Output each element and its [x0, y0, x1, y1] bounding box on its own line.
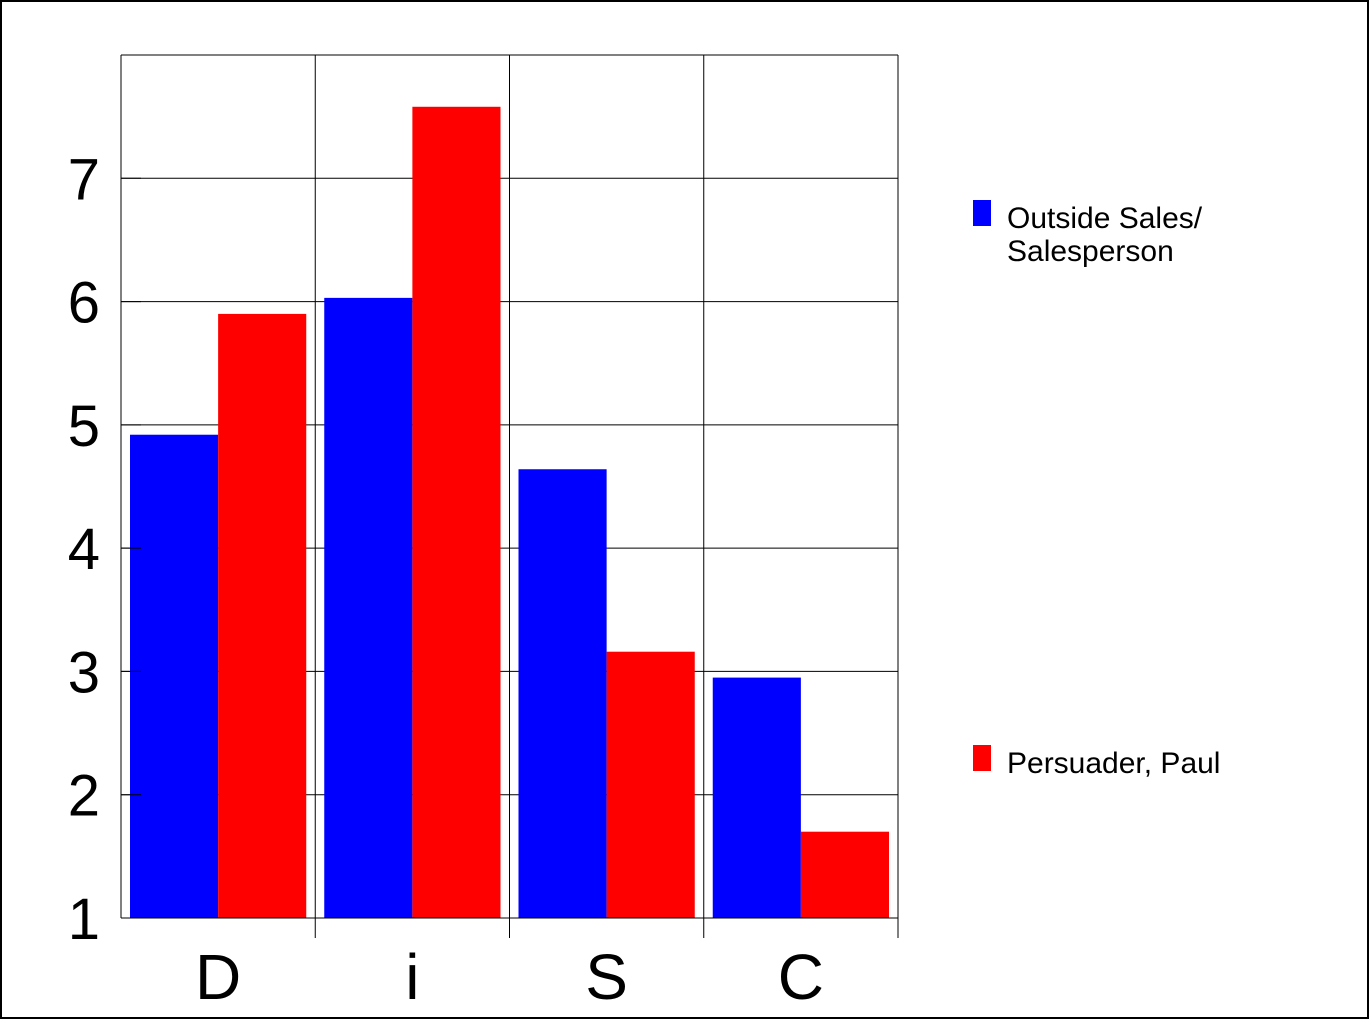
bar-i-series-2: [412, 106, 501, 918]
bars: [130, 106, 889, 918]
legend-swatch: [973, 745, 991, 771]
legend-item-series-1: Outside Sales/Salesperson: [973, 200, 1203, 268]
bar-S-series-2: [606, 651, 695, 918]
bar-C-series-2: [800, 831, 889, 918]
x-category-label: S: [585, 941, 628, 1013]
y-tick-label: 1: [68, 887, 100, 952]
legend: Outside Sales/Salesperson Persuader, Paul: [973, 200, 1220, 780]
y-tick-label: 5: [68, 394, 100, 459]
y-tick-label: 3: [68, 640, 100, 705]
bar-S-series-1: [518, 469, 607, 918]
axes: [120, 54, 898, 919]
y-tick-label: 4: [68, 517, 100, 582]
y-axis-tick-labels: 1 2 3 4 5 6 7: [68, 147, 100, 952]
legend-label: Persuader, Paul: [1007, 747, 1220, 780]
y-tick-label: 2: [68, 764, 100, 829]
bar-D-series-2: [218, 313, 307, 918]
x-category-label: D: [195, 941, 241, 1013]
bar-C-series-1: [712, 677, 801, 918]
bar-i-series-1: [324, 297, 413, 918]
bar-D-series-1: [130, 434, 219, 918]
y-tick-label: 7: [68, 147, 100, 212]
x-category-label: C: [778, 941, 824, 1013]
legend-label: Outside Sales/Salesperson: [1007, 202, 1203, 268]
legend-item-series-2: Persuader, Paul: [973, 745, 1220, 780]
y-tick-label: 6: [68, 271, 100, 336]
legend-swatch: [973, 200, 991, 226]
x-category-label: i: [405, 941, 419, 1013]
